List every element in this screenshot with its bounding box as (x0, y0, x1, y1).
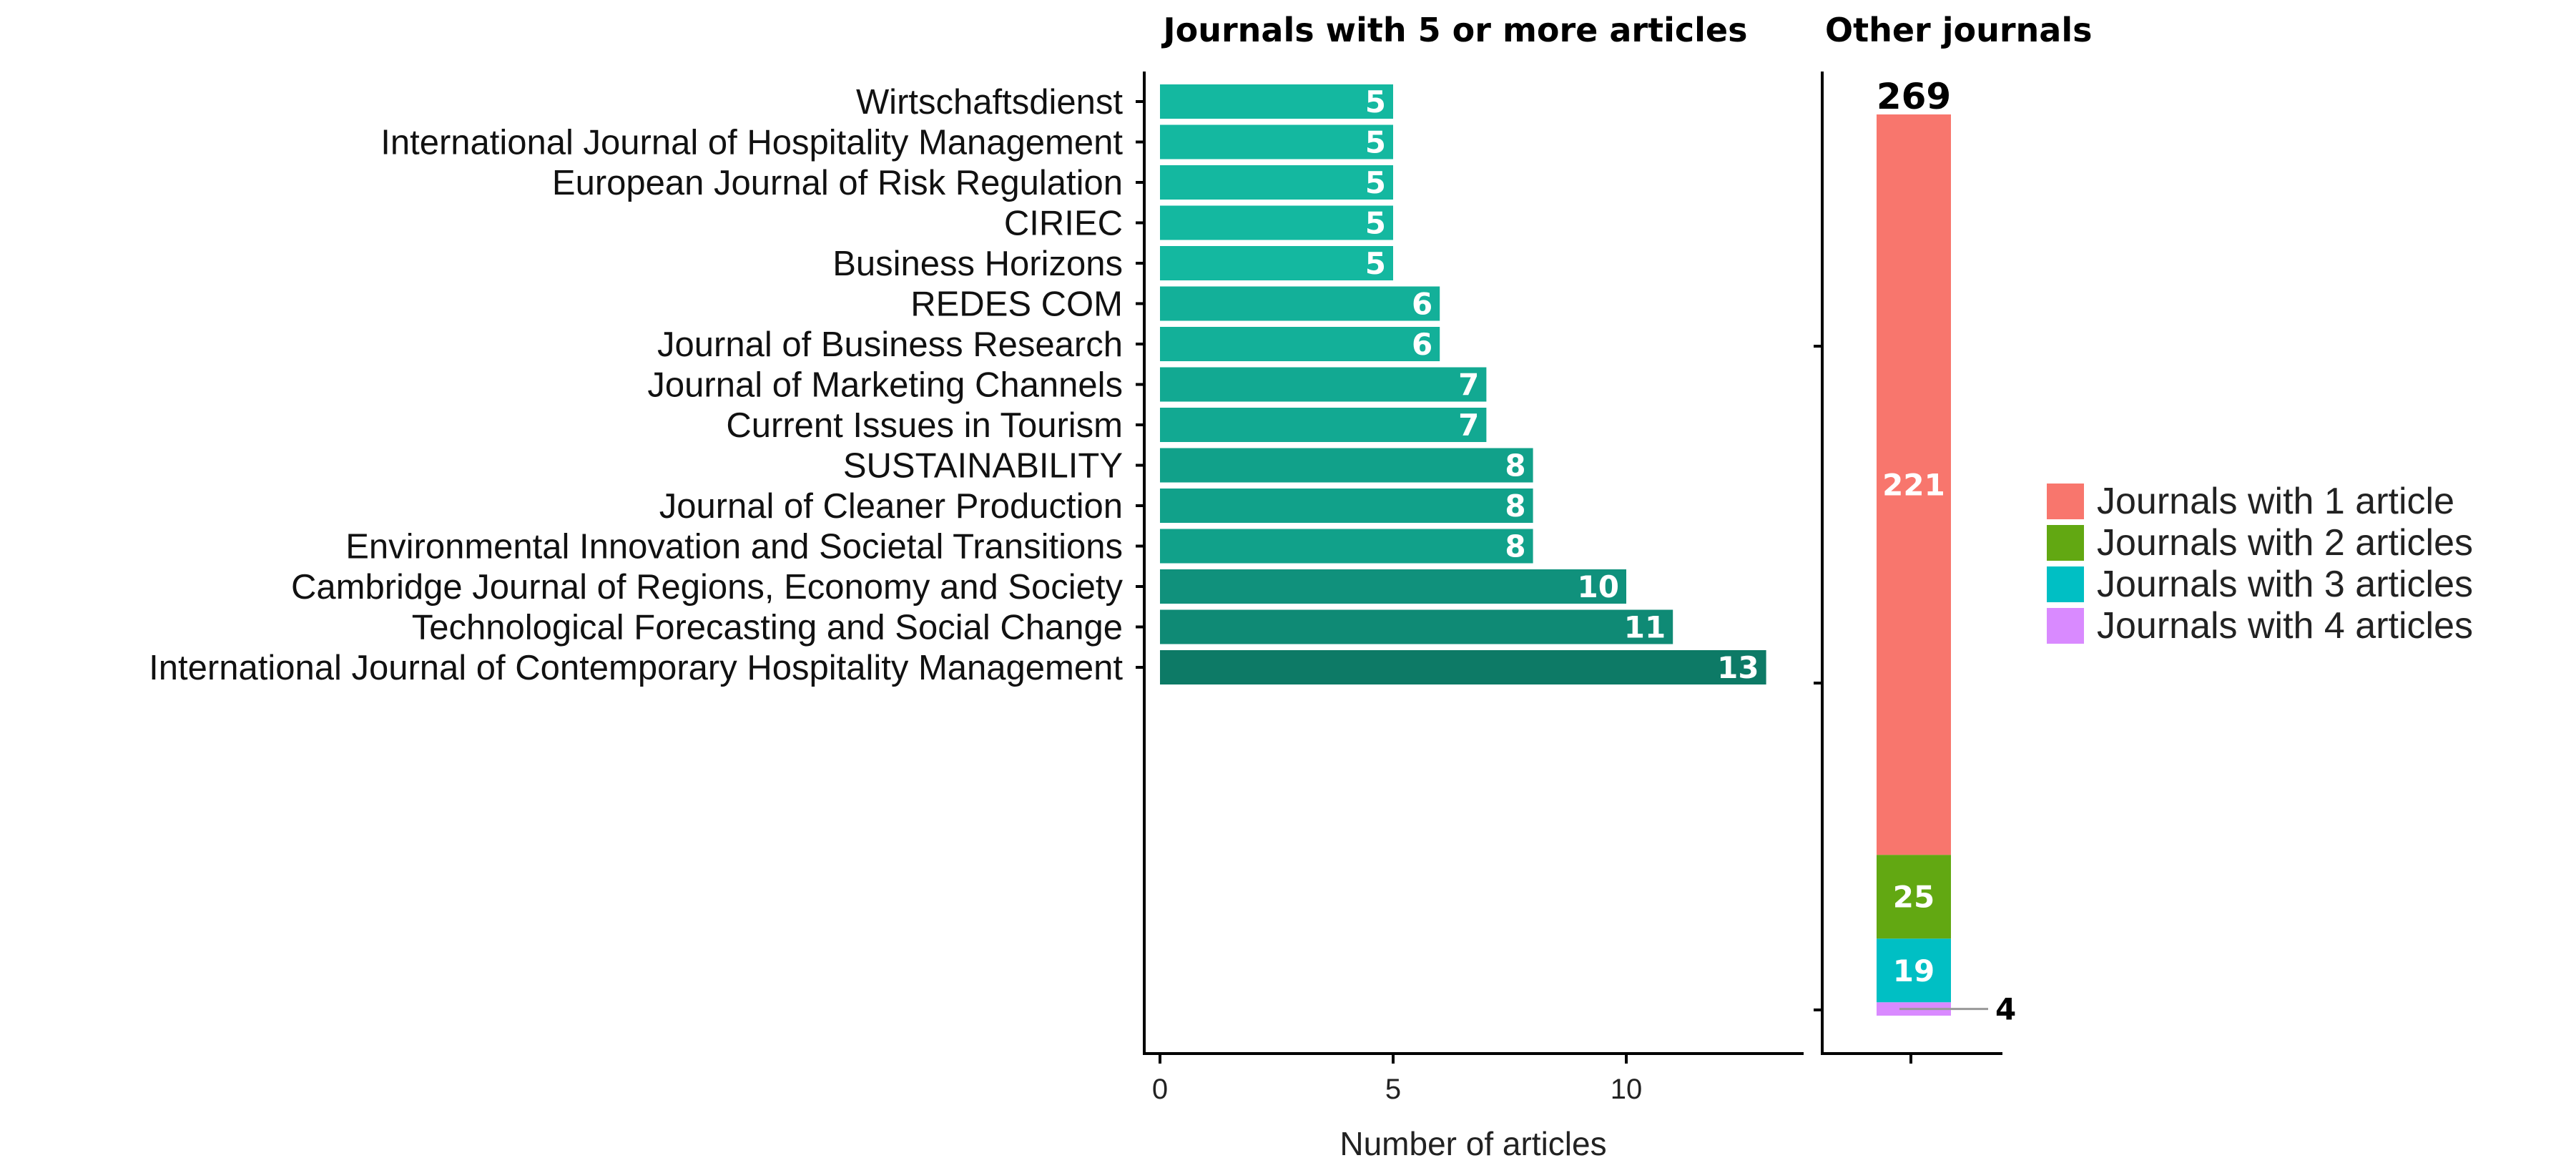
left-chart-panel: Journals with 5 or more articles Wirtsch… (149, 11, 1804, 1162)
bar (1160, 650, 1766, 684)
legend-label: Journals with 2 articles (2097, 522, 2473, 564)
x-axis-ticks: 0 5 10 (1152, 1054, 1642, 1105)
bar-value-label: 5 (1365, 206, 1386, 241)
bar (1160, 408, 1487, 442)
right-chart-title: Other journals (1825, 11, 2092, 49)
x-tick-label: 5 (1385, 1074, 1401, 1105)
stack-segment-label: 19 (1893, 953, 1935, 988)
bar-value-label: 5 (1365, 125, 1386, 160)
category-label: REDES COM (910, 285, 1123, 324)
category-label: SUSTAINABILITY (843, 447, 1123, 486)
category-label: Journal of Marketing Channels (647, 366, 1123, 405)
category-label: Wirtschaftsdienst (856, 83, 1123, 122)
legend-label: Journals with 1 article (2097, 481, 2454, 522)
bar (1160, 84, 1393, 119)
stack-segment-label: 4 (1995, 992, 2016, 1027)
category-label: Cambridge Journal of Regions, Economy an… (291, 568, 1124, 607)
bar-value-label: 8 (1505, 489, 1525, 524)
category-label: CIRIEC (1004, 205, 1123, 243)
bar-value-label: 8 (1505, 529, 1525, 564)
stack-segment (1877, 114, 1951, 855)
category-label: Business Horizons (832, 245, 1123, 283)
x-tick-label: 10 (1611, 1074, 1643, 1105)
bar (1160, 609, 1673, 644)
stack-segment-label: 221 (1882, 468, 1945, 503)
category-label: Technological Forecasting and Social Cha… (412, 609, 1123, 647)
bar (1160, 286, 1440, 321)
bar (1160, 165, 1393, 200)
bar (1160, 569, 1626, 604)
right-chart-panel: Other journals 4 19 25 221 269 Journals wit… (1814, 11, 2473, 1064)
bar-value-label: 8 (1505, 448, 1525, 484)
bar-value-label: 7 (1458, 408, 1479, 443)
stack-total-label: 269 (1877, 76, 1951, 117)
category-label: European Journal of Risk Regulation (552, 164, 1123, 202)
bar-value-label: 7 (1458, 368, 1479, 403)
category-label: Environmental Innovation and Societal Tr… (345, 528, 1123, 566)
legend-swatch (2047, 566, 2084, 602)
bar-value-label: 6 (1412, 327, 1432, 362)
category-label: Journal of Business Research (657, 325, 1123, 364)
category-label: International Journal of Contemporary Ho… (149, 649, 1123, 687)
bar-value-label: 13 (1717, 650, 1759, 685)
bar (1160, 448, 1533, 483)
bar (1160, 246, 1393, 280)
legend-swatch (2047, 608, 2084, 644)
bar-value-label: 5 (1365, 84, 1386, 119)
bar (1160, 367, 1487, 402)
legend-label: Journals with 4 articles (2097, 605, 2473, 647)
bars (1160, 84, 1766, 684)
bar-value-label: 11 (1624, 610, 1666, 645)
bar (1160, 327, 1440, 361)
bar (1160, 205, 1393, 240)
legend-swatch (2047, 484, 2084, 519)
bar-value-label: 10 (1578, 569, 1619, 604)
legend-swatch (2047, 525, 2084, 561)
category-label: Journal of Cleaner Production (659, 487, 1123, 526)
legend-label: Journals with 3 articles (2097, 564, 2473, 605)
bar-value-label: 6 (1412, 287, 1432, 322)
bar-value-label: 5 (1365, 165, 1386, 200)
stacked-bar: 4 19 25 221 (1877, 114, 2016, 1027)
bar (1160, 124, 1393, 160)
stack-segment (1877, 938, 1951, 1003)
category-label: International Journal of Hospitality Man… (380, 124, 1123, 162)
x-tick-label: 0 (1152, 1074, 1168, 1105)
stack-segment (1877, 855, 1951, 939)
x-axis-title: Number of articles (1339, 1125, 1606, 1162)
stack-segment-label: 25 (1893, 880, 1935, 915)
bar (1160, 489, 1533, 523)
category-label: Current Issues in Tourism (726, 406, 1123, 445)
left-chart-title: Journals with 5 or more articles (1161, 11, 1748, 49)
bar (1160, 529, 1533, 564)
bar-value-label: 5 (1365, 246, 1386, 281)
